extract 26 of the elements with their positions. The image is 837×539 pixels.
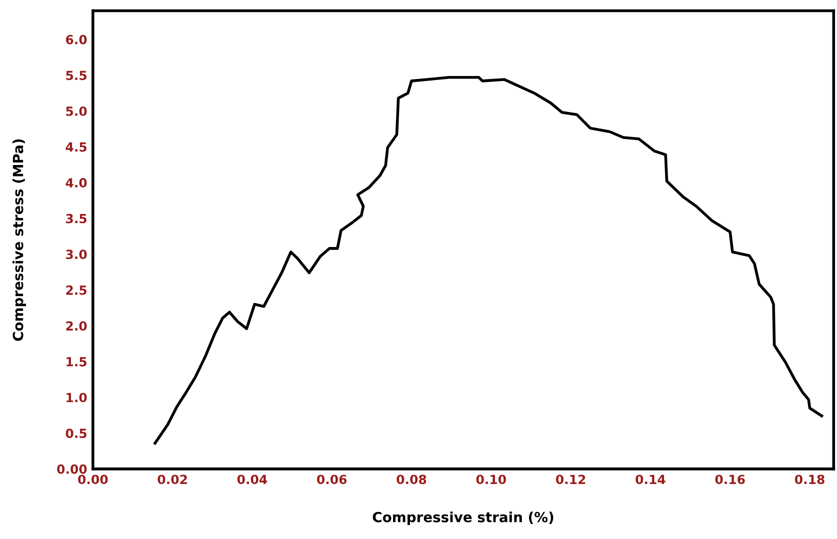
x-tick-label: 0.16: [715, 474, 745, 484]
y-tick-label: 4.5: [66, 142, 86, 152]
y-tick-label: 1.5: [66, 357, 86, 366]
y-tick-label: 2.0: [66, 321, 87, 331]
y-tick-label: 3.0: [66, 250, 87, 260]
y-tick-label: 2.5: [66, 285, 86, 295]
y-tick-label: 0.00: [57, 464, 87, 474]
x-tick-label: 0.12: [556, 474, 586, 484]
y-axis-title: Compressive stress (MPa): [12, 139, 26, 341]
x-tick-label: 0.04: [237, 474, 268, 484]
y-tick-label: 6.0: [66, 34, 87, 44]
x-tick-label: 0.18: [794, 474, 824, 484]
x-tick-label: 0.06: [317, 474, 347, 484]
x-axis-title: Compressive strain (%): [372, 512, 554, 526]
y-tick-label: 5.5: [66, 70, 86, 80]
line-series: [154, 76, 824, 445]
y-tick-label: 4.0: [66, 178, 87, 188]
y-tick-label: 1.0: [66, 392, 87, 402]
x-tick-label: 0.00: [78, 474, 108, 484]
y-tick-label: 5.0: [66, 106, 87, 116]
x-tick-label: 0.14: [636, 474, 666, 484]
y-tick-label: 3.5: [66, 214, 86, 224]
x-tick-label: 0.08: [396, 474, 426, 484]
y-tick-label: 0.5: [66, 428, 86, 438]
x-tick-label: 0.10: [476, 474, 506, 484]
x-tick-label: 0.02: [158, 474, 187, 484]
